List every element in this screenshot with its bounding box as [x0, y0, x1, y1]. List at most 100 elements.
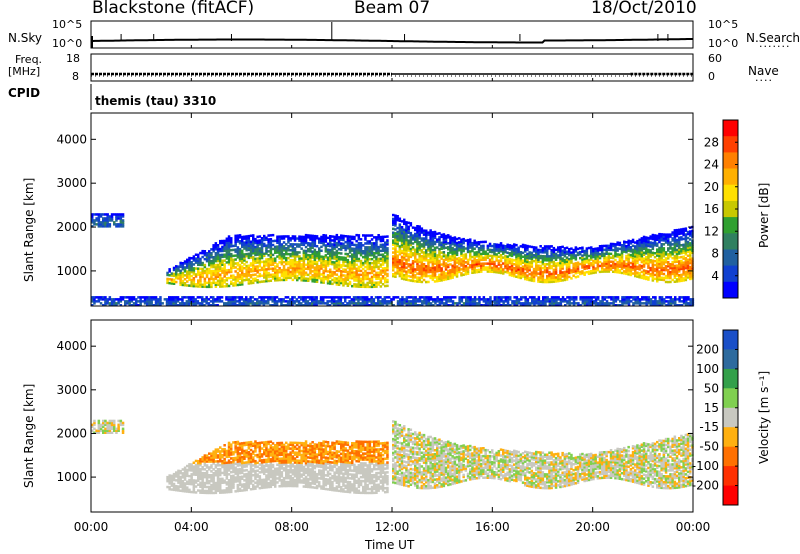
- heatmap-cell: [243, 247, 246, 250]
- heatmap-cell: [373, 275, 376, 279]
- heatmap-cell: [375, 263, 378, 267]
- heatmap-cell: [276, 263, 279, 266]
- heatmap-cell: [315, 296, 318, 299]
- heatmap-cell: [373, 255, 376, 259]
- heatmap-cell: [278, 245, 281, 248]
- heatmap-cell: [298, 261, 301, 264]
- heatmap-cell: [315, 278, 319, 282]
- heatmap-cell: [689, 242, 692, 245]
- heatmap-cell: [411, 260, 415, 263]
- heatmap-cell: [263, 264, 266, 267]
- heatmap-cell: [482, 262, 485, 265]
- heatmap-cell: [455, 261, 459, 264]
- heatmap-cell: [346, 254, 350, 258]
- heatmap-cell: [530, 263, 534, 266]
- heatmap-cell: [431, 266, 435, 270]
- heatmap-cell: [274, 271, 277, 274]
- heatmap-cell: [601, 254, 604, 258]
- heatmap-cell: [186, 266, 189, 269]
- heatmap-cell: [570, 253, 573, 256]
- heatmap-cell: [612, 242, 615, 246]
- heatmap-cell: [368, 254, 372, 257]
- heatmap-cell: [278, 276, 281, 280]
- heatmap-cell: [289, 266, 292, 270]
- heatmap-cell: [546, 253, 549, 256]
- heatmap-cell: [488, 258, 492, 261]
- heatmap-cell: [620, 271, 624, 275]
- heatmap-cell: [411, 273, 415, 277]
- heatmap-cell: [488, 268, 492, 271]
- heatmap-cell: [433, 232, 437, 236]
- heatmap-cell: [557, 262, 560, 265]
- heatmap-cell: [344, 256, 347, 260]
- heatmap-cell: [364, 254, 367, 257]
- heatmap-cell: [219, 277, 222, 280]
- heatmap-cell: [522, 296, 525, 299]
- heatmap-cell: [590, 248, 593, 251]
- heatmap-cell: [243, 255, 246, 258]
- heatmap-cell: [530, 251, 534, 255]
- heatmap-cell: [223, 255, 226, 258]
- heatmap-cell: [609, 268, 613, 271]
- heatmap-cell: [455, 269, 459, 272]
- heatmap-cell: [513, 270, 516, 274]
- heatmap-cell: [106, 213, 109, 216]
- heatmap-cell: [574, 248, 578, 251]
- heatmap-cell: [403, 236, 406, 239]
- heatmap-cell: [548, 272, 551, 276]
- heatmap-cell: [570, 261, 573, 264]
- heatmap-cell: [469, 240, 472, 243]
- heatmap-cell: [403, 242, 406, 245]
- heatmap-cell: [673, 264, 677, 268]
- heatmap-cell: [603, 248, 606, 252]
- heatmap-cell: [296, 253, 299, 256]
- heatmap-cell: [91, 217, 94, 220]
- heatmap-cell: [276, 247, 279, 250]
- heatmap-cell: [627, 296, 631, 299]
- heatmap-cell: [528, 272, 531, 276]
- heatmap-cell: [265, 238, 268, 241]
- heatmap-cell: [405, 262, 408, 266]
- heatmap-cell: [230, 264, 233, 268]
- heatmap-cell: [234, 244, 237, 247]
- heatmap-cell: [285, 272, 288, 276]
- heatmap-cell: [396, 226, 399, 230]
- heatmap-cell: [636, 259, 639, 263]
- heatmap-cell: [183, 278, 187, 281]
- heatmap-cell: [104, 296, 107, 299]
- heatmap-cell: [366, 296, 369, 299]
- heatmap-cell: [263, 238, 266, 242]
- heatmap-cell: [386, 249, 389, 252]
- heatmap-cell: [179, 298, 182, 301]
- heatmap-cell: [537, 254, 540, 258]
- heatmap-cell: [97, 213, 101, 216]
- heatmap-cell: [640, 258, 644, 262]
- heatmap-cell: [97, 217, 101, 220]
- heatmap-cell: [289, 260, 292, 264]
- heatmap-cell: [285, 256, 288, 260]
- heatmap-cell: [296, 255, 299, 258]
- heatmap-cell: [429, 245, 432, 248]
- heatmap-cell: [256, 253, 259, 256]
- heatmap-cell: [484, 240, 487, 244]
- heatmap-cell: [333, 273, 336, 276]
- heatmap-cell: [649, 266, 652, 270]
- heatmap-cell: [510, 260, 514, 263]
- heatmap-cell: [373, 285, 376, 288]
- heatmap-cell: [466, 238, 470, 242]
- heatmap-cell: [282, 270, 286, 274]
- heatmap-cell: [373, 242, 376, 245]
- heatmap-cell: [585, 265, 589, 268]
- heatmap-cell: [682, 261, 685, 264]
- heatmap-cell: [324, 302, 327, 305]
- heatmap-cell: [379, 277, 383, 280]
- heatmap-cell: [346, 237, 350, 240]
- heatmap-cell: [499, 263, 503, 267]
- heatmap-cell: [238, 253, 242, 257]
- heatmap-cell: [486, 256, 490, 259]
- heatmap-cell: [269, 238, 273, 241]
- heatmap-cell: [453, 238, 457, 241]
- heatmap-cell: [537, 264, 540, 267]
- heatmap-cell: [629, 253, 633, 257]
- heatmap-cell: [357, 279, 361, 282]
